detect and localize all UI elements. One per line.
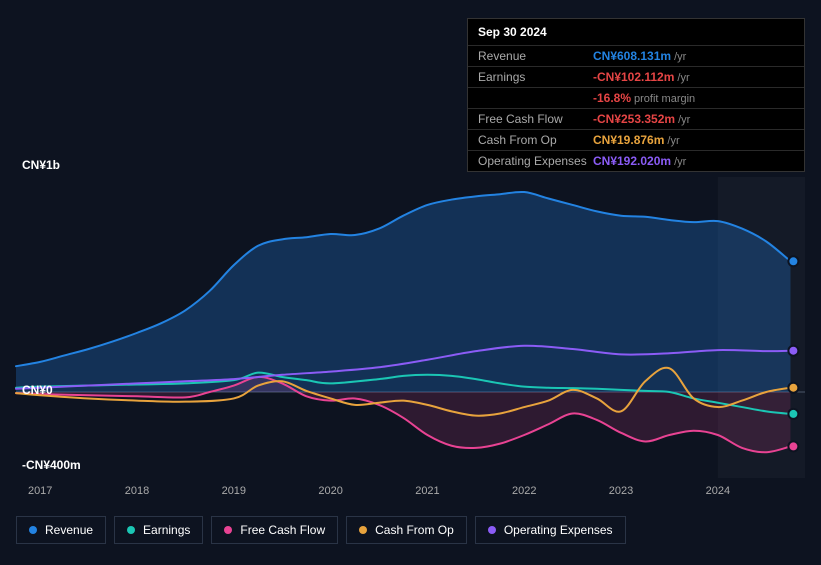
tooltip-row-earnings: Earnings-CN¥102.112m/yr xyxy=(468,66,804,87)
x-axis-tick: 2024 xyxy=(706,485,730,497)
legend-label: Free Cash Flow xyxy=(240,523,325,537)
legend-label: Cash From Op xyxy=(375,523,454,537)
tooltip-unit: /yr xyxy=(677,72,689,84)
legend-dot-icon xyxy=(488,526,496,534)
legend-item-cfo[interactable]: Cash From Op xyxy=(346,516,467,544)
tooltip-row-revenue: RevenueCN¥608.131m/yr xyxy=(468,45,804,66)
tooltip-unit: /yr xyxy=(678,114,690,126)
tooltip-label: Free Cash Flow xyxy=(478,112,593,126)
tooltip-label: Revenue xyxy=(478,49,593,63)
tooltip-unit: /yr xyxy=(674,156,686,168)
x-axis-tick: 2020 xyxy=(318,485,342,497)
financials-area-chart: CN¥1b CN¥0 -CN¥400m 2017 2018 2019 2020 2021… xyxy=(0,0,821,560)
x-axis-tick: 2018 xyxy=(125,485,149,497)
legend-dot-icon xyxy=(127,526,135,534)
x-axis-tick: 2022 xyxy=(512,485,536,497)
tooltip-value: -CN¥253.352m xyxy=(593,112,675,126)
chart-legend: Revenue Earnings Free Cash Flow Cash From O… xyxy=(16,516,626,544)
tooltip-value: CN¥192.020m xyxy=(593,154,671,168)
x-axis-tick: 2019 xyxy=(222,485,246,497)
x-axis-tick: 2021 xyxy=(415,485,439,497)
y-axis-label-0: CN¥0 xyxy=(22,383,53,397)
legend-item-fcf[interactable]: Free Cash Flow xyxy=(211,516,338,544)
tooltip-date: Sep 30 2024 xyxy=(468,19,804,45)
tooltip-sub-label: profit margin xyxy=(634,93,695,105)
tooltip-label: Operating Expenses xyxy=(478,154,593,168)
tooltip-row-cfo: Cash From OpCN¥19.876m/yr xyxy=(468,129,804,150)
legend-label: Revenue xyxy=(45,523,93,537)
tooltip-unit: /yr xyxy=(667,135,679,147)
tooltip-value: CN¥19.876m xyxy=(593,133,664,147)
chart-tooltip: Sep 30 2024 RevenueCN¥608.131m/yrEarning… xyxy=(467,18,805,172)
y-axis-label-n400m: -CN¥400m xyxy=(22,458,81,472)
tooltip-unit: /yr xyxy=(674,51,686,63)
legend-dot-icon xyxy=(359,526,367,534)
legend-dot-icon xyxy=(224,526,232,534)
tooltip-row-opex: Operating ExpensesCN¥192.020m/yr xyxy=(468,150,804,171)
tooltip-value: CN¥608.131m xyxy=(593,49,671,63)
y-axis-label-1b: CN¥1b xyxy=(22,158,60,172)
legend-item-revenue[interactable]: Revenue xyxy=(16,516,106,544)
tooltip-value: -CN¥102.112m xyxy=(593,70,674,84)
legend-label: Operating Expenses xyxy=(504,523,613,537)
tooltip-row-fcf: Free Cash Flow-CN¥253.352m/yr xyxy=(468,108,804,129)
tooltip-sub-value: -16.8% xyxy=(593,91,631,105)
legend-item-earnings[interactable]: Earnings xyxy=(114,516,203,544)
legend-item-opex[interactable]: Operating Expenses xyxy=(475,516,626,544)
legend-dot-icon xyxy=(29,526,37,534)
x-axis-tick: 2017 xyxy=(28,485,52,497)
x-axis-tick: 2023 xyxy=(609,485,633,497)
legend-label: Earnings xyxy=(143,523,190,537)
tooltip-subrow-earnings: -16.8%profit margin xyxy=(468,87,804,108)
tooltip-label: Cash From Op xyxy=(478,133,593,147)
tooltip-label: Earnings xyxy=(478,70,593,84)
